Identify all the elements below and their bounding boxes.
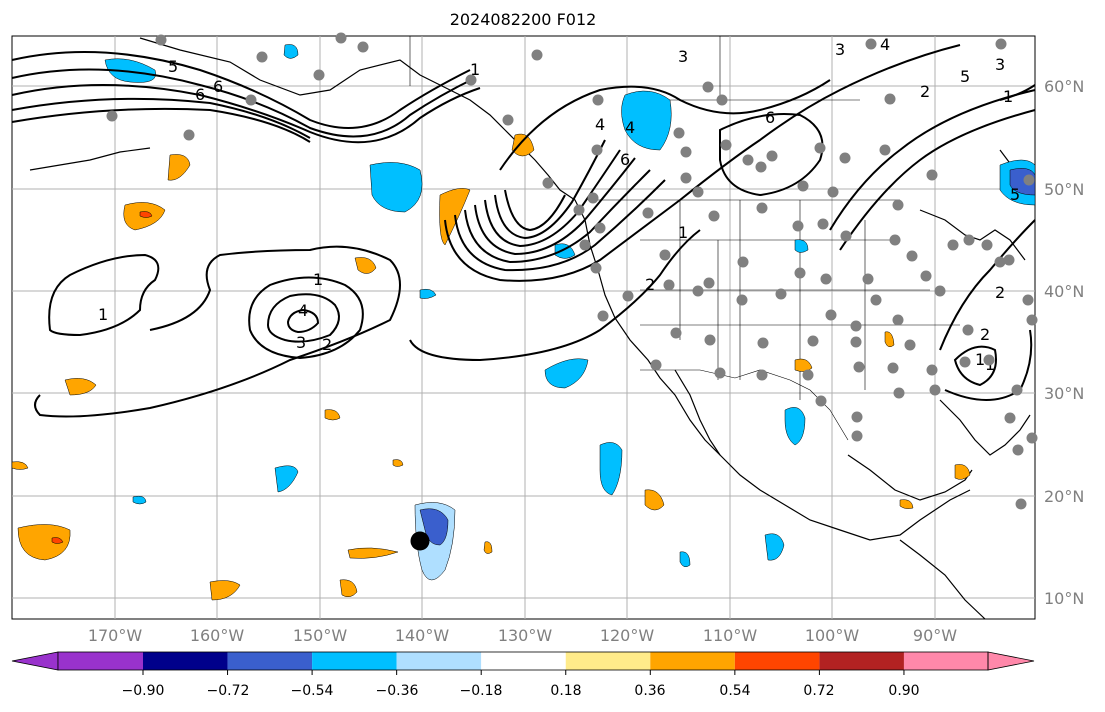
lon-label: 170°W [87,626,143,645]
lat-label: 10°N [1044,589,1085,608]
lon-label: 110°W [702,626,758,645]
lon-label: 150°W [292,626,348,645]
station-dots [106,32,1038,510]
colorbar-segment [481,652,566,670]
contour-label: 6 [620,150,630,169]
lat-label: 30°N [1044,384,1085,403]
colorbar-segment [396,652,482,670]
colorbar-tick-label: −0.54 [290,683,334,699]
colorbar-segment [312,652,397,670]
colorbar-segment [734,652,820,670]
colorbar-segment [650,652,735,670]
contour-label: 4 [595,115,605,134]
colorbar-segment [903,652,988,670]
lon-label: 90°W [912,626,958,645]
contour-label: 2 [980,325,990,344]
contour-label: 6 [195,85,205,104]
lat-label: 60°N [1044,77,1085,96]
contour-label: 1 [98,305,108,324]
contour-label: 1 [313,270,323,289]
colorbar-tick-label: −0.72 [206,683,250,699]
map-frame [11,35,1036,620]
lon-label: 130°W [497,626,553,645]
contour-label: 2 [322,335,332,354]
contour-label: 3 [296,333,306,352]
contour-label: 4 [880,35,890,54]
contour-label: 1 [470,60,480,79]
colorbar-tick-label: 0.54 [719,683,751,699]
contour-label: 2 [920,82,930,101]
colorbar-segment [565,652,651,670]
contour-label: 1 [975,350,985,369]
lon-label: 120°W [599,626,655,645]
contour-label: 2 [645,275,655,294]
location-marker [410,531,430,551]
contour-label: 4 [625,118,635,137]
colorbar-segment [227,652,313,670]
contour-label: 1 [1003,87,1013,106]
lon-label: 140°W [394,626,450,645]
contour-label: 4 [298,301,308,320]
colorbar-extend-high [987,651,1035,671]
colorbar-extend-low [11,651,59,671]
colorbar-tick-label: 0.18 [550,683,582,699]
colorbar [11,651,1035,675]
contour-label: 6 [213,77,223,96]
colorbar-frame [57,651,989,671]
lon-label: 160°W [189,626,245,645]
colorbar-segment [819,652,904,670]
contour-label: 1 [678,223,688,242]
colorbar-tick-label: 0.36 [634,683,666,699]
lon-label: 100°W [804,626,860,645]
map-title: 2024082200 F012 [449,10,597,29]
lat-label: 50°N [1044,180,1085,199]
colorbar-tick-label: −0.36 [375,683,419,699]
contour-labels: 1 2 3 4 5 6 1 2 3 4 1 1 2 3 4 5 6 6 1 2 … [98,35,1020,374]
colorbar-segment [58,652,143,670]
lat-label: 20°N [1044,487,1085,506]
colorbar-tick-label: 0.72 [803,683,835,699]
colorbar-tick-label: −0.18 [459,683,503,699]
colorbar-tick-label: −0.90 [121,683,165,699]
colorbar-segment [143,652,228,670]
contour-label: 5 [960,67,970,86]
anomaly-fills [11,44,1036,601]
contour-label: 3 [835,40,845,59]
contour-label: 2 [995,283,1005,302]
contour-label: 6 [765,108,775,127]
contour-label: 5 [168,57,178,76]
contour-lines [11,44,1036,418]
contour-label: 3 [678,47,688,66]
colorbar-tick-label: 0.90 [888,683,920,699]
lat-label: 40°N [1044,282,1085,301]
contour-label: 3 [995,55,1005,74]
contour-label: 5 [1010,185,1020,204]
